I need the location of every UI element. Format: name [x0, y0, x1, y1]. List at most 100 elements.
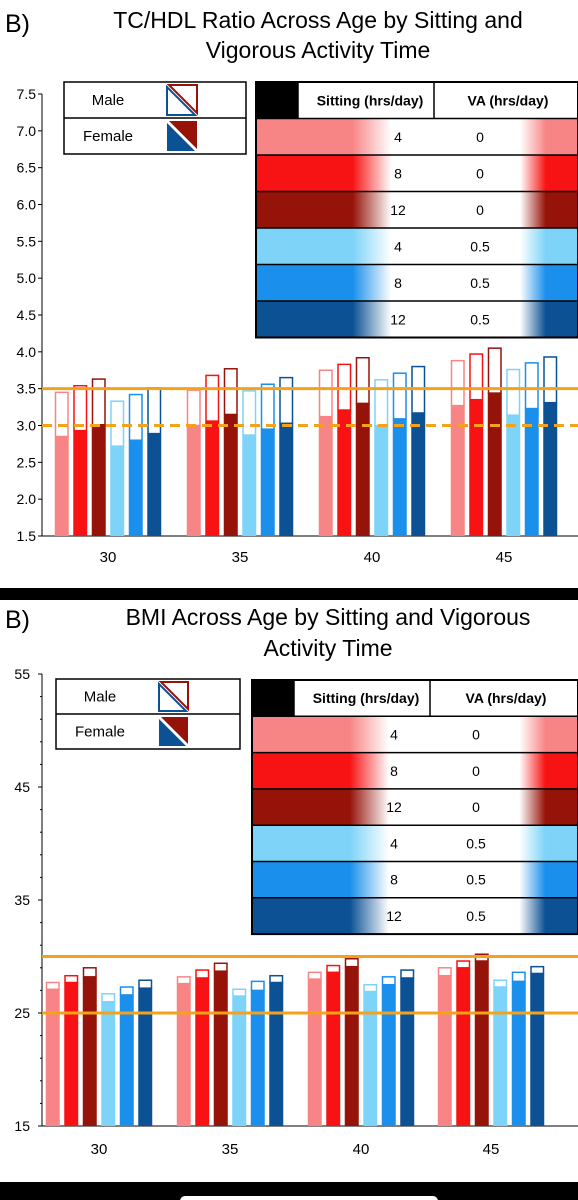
- female-bar: [374, 425, 389, 536]
- female-bar: [119, 994, 134, 1126]
- table-cell-va: 0.5: [466, 835, 486, 851]
- female-bar: [147, 433, 162, 536]
- female-bar: [493, 987, 508, 1126]
- male-bar: [128, 393, 143, 441]
- male-bar: [437, 967, 452, 977]
- male-bar: [344, 958, 359, 968]
- table-header-black-cell: [252, 680, 294, 717]
- male-bar: [307, 971, 322, 980]
- y-tick-label: 2.0: [17, 491, 37, 507]
- female-bar: [469, 399, 484, 536]
- table-row-fill: [256, 264, 578, 301]
- male-bar: [381, 976, 396, 986]
- x-tick-label: 35: [232, 549, 249, 566]
- chart-title-line: Activity Time: [263, 635, 392, 661]
- female-bar: [205, 421, 220, 536]
- table-cell-va: 0: [476, 165, 484, 181]
- y-tick-label: 6.0: [17, 197, 37, 213]
- table-cell-va: 0.5: [470, 311, 490, 327]
- table-cell-va: 0.5: [466, 908, 486, 924]
- tc-hdl-chart: B) TC/HDL Ratio Across Age by Sitting and…: [5, 7, 578, 566]
- female-bar: [101, 1001, 116, 1126]
- male-bar: [392, 372, 407, 420]
- male-bar: [374, 379, 389, 427]
- y-tick-label: 3.5: [17, 381, 37, 397]
- male-bar: [524, 362, 539, 410]
- female-bar: [186, 425, 201, 536]
- y-tick-label: 2.5: [17, 454, 37, 470]
- y-tick-label: 4.5: [17, 307, 37, 323]
- female-bar: [64, 982, 79, 1126]
- chart-title-line: Vigorous Activity Time: [206, 37, 431, 63]
- chart-title-line: BMI Across Age by Sitting and Vigorous: [126, 604, 531, 630]
- table-cell-sitting: 4: [390, 726, 398, 742]
- table-row-fill: [252, 825, 578, 862]
- male-bar: [363, 984, 378, 993]
- male-bar: [530, 965, 545, 975]
- y-tick-label: 5.0: [17, 270, 37, 286]
- table-cell-va: 0.5: [466, 872, 486, 888]
- female-bar: [450, 405, 465, 536]
- male-bar: [110, 400, 125, 447]
- female-swatch-blue: [167, 123, 195, 151]
- table-cell-sitting: 12: [390, 311, 406, 327]
- male-bar: [213, 962, 228, 972]
- female-bar: [110, 446, 125, 536]
- female-bar: [363, 991, 378, 1126]
- table-row-fill: [252, 716, 578, 753]
- table-cell-sitting: 4: [390, 835, 398, 851]
- legend-male-label: Male: [84, 689, 117, 706]
- male-bar: [45, 981, 60, 991]
- female-bar: [195, 977, 210, 1126]
- male-bar: [54, 391, 69, 438]
- x-tick-label: 45: [496, 549, 513, 566]
- male-bar: [64, 974, 79, 984]
- table-border: [255, 81, 578, 339]
- male-bar: [232, 988, 247, 997]
- table-cell-va: 0: [472, 726, 480, 742]
- female-bar: [524, 408, 539, 536]
- female-bar: [260, 429, 275, 536]
- male-bar: [487, 347, 502, 394]
- male-bar: [195, 969, 210, 979]
- female-bar: [91, 424, 106, 536]
- male-bar: [138, 979, 153, 989]
- table-header-va: VA (hrs/day): [466, 690, 547, 706]
- table-header-black-cell: [256, 82, 298, 119]
- female-bar: [232, 996, 247, 1126]
- male-bar: [456, 960, 471, 969]
- y-tick-label: 7.5: [17, 86, 37, 102]
- chart-title-line: TC/HDL Ratio Across Age by Sitting and: [113, 7, 523, 33]
- table-row-fill: [252, 861, 578, 898]
- y-tick-label: 15: [14, 1118, 30, 1134]
- x-tick-label: 30: [91, 1141, 108, 1158]
- table-cell-sitting: 8: [390, 763, 398, 779]
- female-bar: [530, 973, 545, 1126]
- y-tick-label: 7.0: [17, 123, 37, 139]
- male-bar: [119, 986, 134, 996]
- y-tick-label: 45: [14, 779, 30, 795]
- male-bar: [186, 389, 201, 427]
- female-bar: [223, 414, 238, 536]
- table-cell-sitting: 8: [394, 275, 402, 291]
- table-header-sitting: Sitting (hrs/day): [313, 690, 420, 706]
- table-cell-sitting: 12: [386, 908, 402, 924]
- home-indicator[interactable]: [180, 1196, 438, 1200]
- table-cell-sitting: 12: [386, 799, 402, 815]
- male-swatch-blue: [166, 84, 198, 116]
- female-bar: [82, 976, 97, 1126]
- female-bar: [176, 983, 191, 1126]
- table-cell-sitting: 12: [390, 202, 406, 218]
- table-row-fill: [256, 301, 578, 338]
- table-cell-sitting: 8: [390, 872, 398, 888]
- table-cell-va: 0: [476, 129, 484, 145]
- male-bar: [279, 376, 294, 425]
- male-bar: [326, 964, 341, 974]
- table-row-fill: [252, 788, 578, 826]
- female-bar: [400, 977, 415, 1126]
- female-bar: [487, 393, 502, 536]
- male-bar: [506, 368, 521, 416]
- female-bar: [506, 415, 521, 536]
- table-header-va: VA (hrs/day): [468, 92, 549, 108]
- y-tick-label: 6.5: [17, 160, 37, 176]
